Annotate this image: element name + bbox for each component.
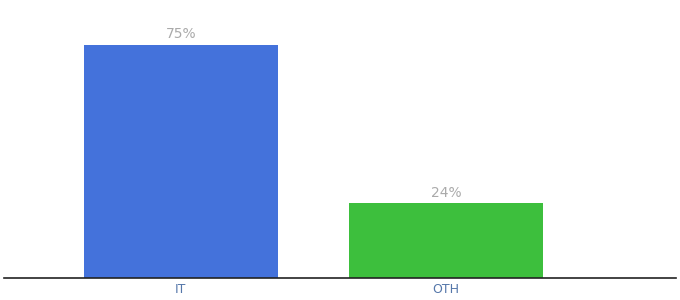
Text: 75%: 75% (166, 27, 197, 41)
Bar (349, 203, 543, 278)
Bar (84, 45, 278, 278)
Text: 24%: 24% (430, 186, 461, 200)
